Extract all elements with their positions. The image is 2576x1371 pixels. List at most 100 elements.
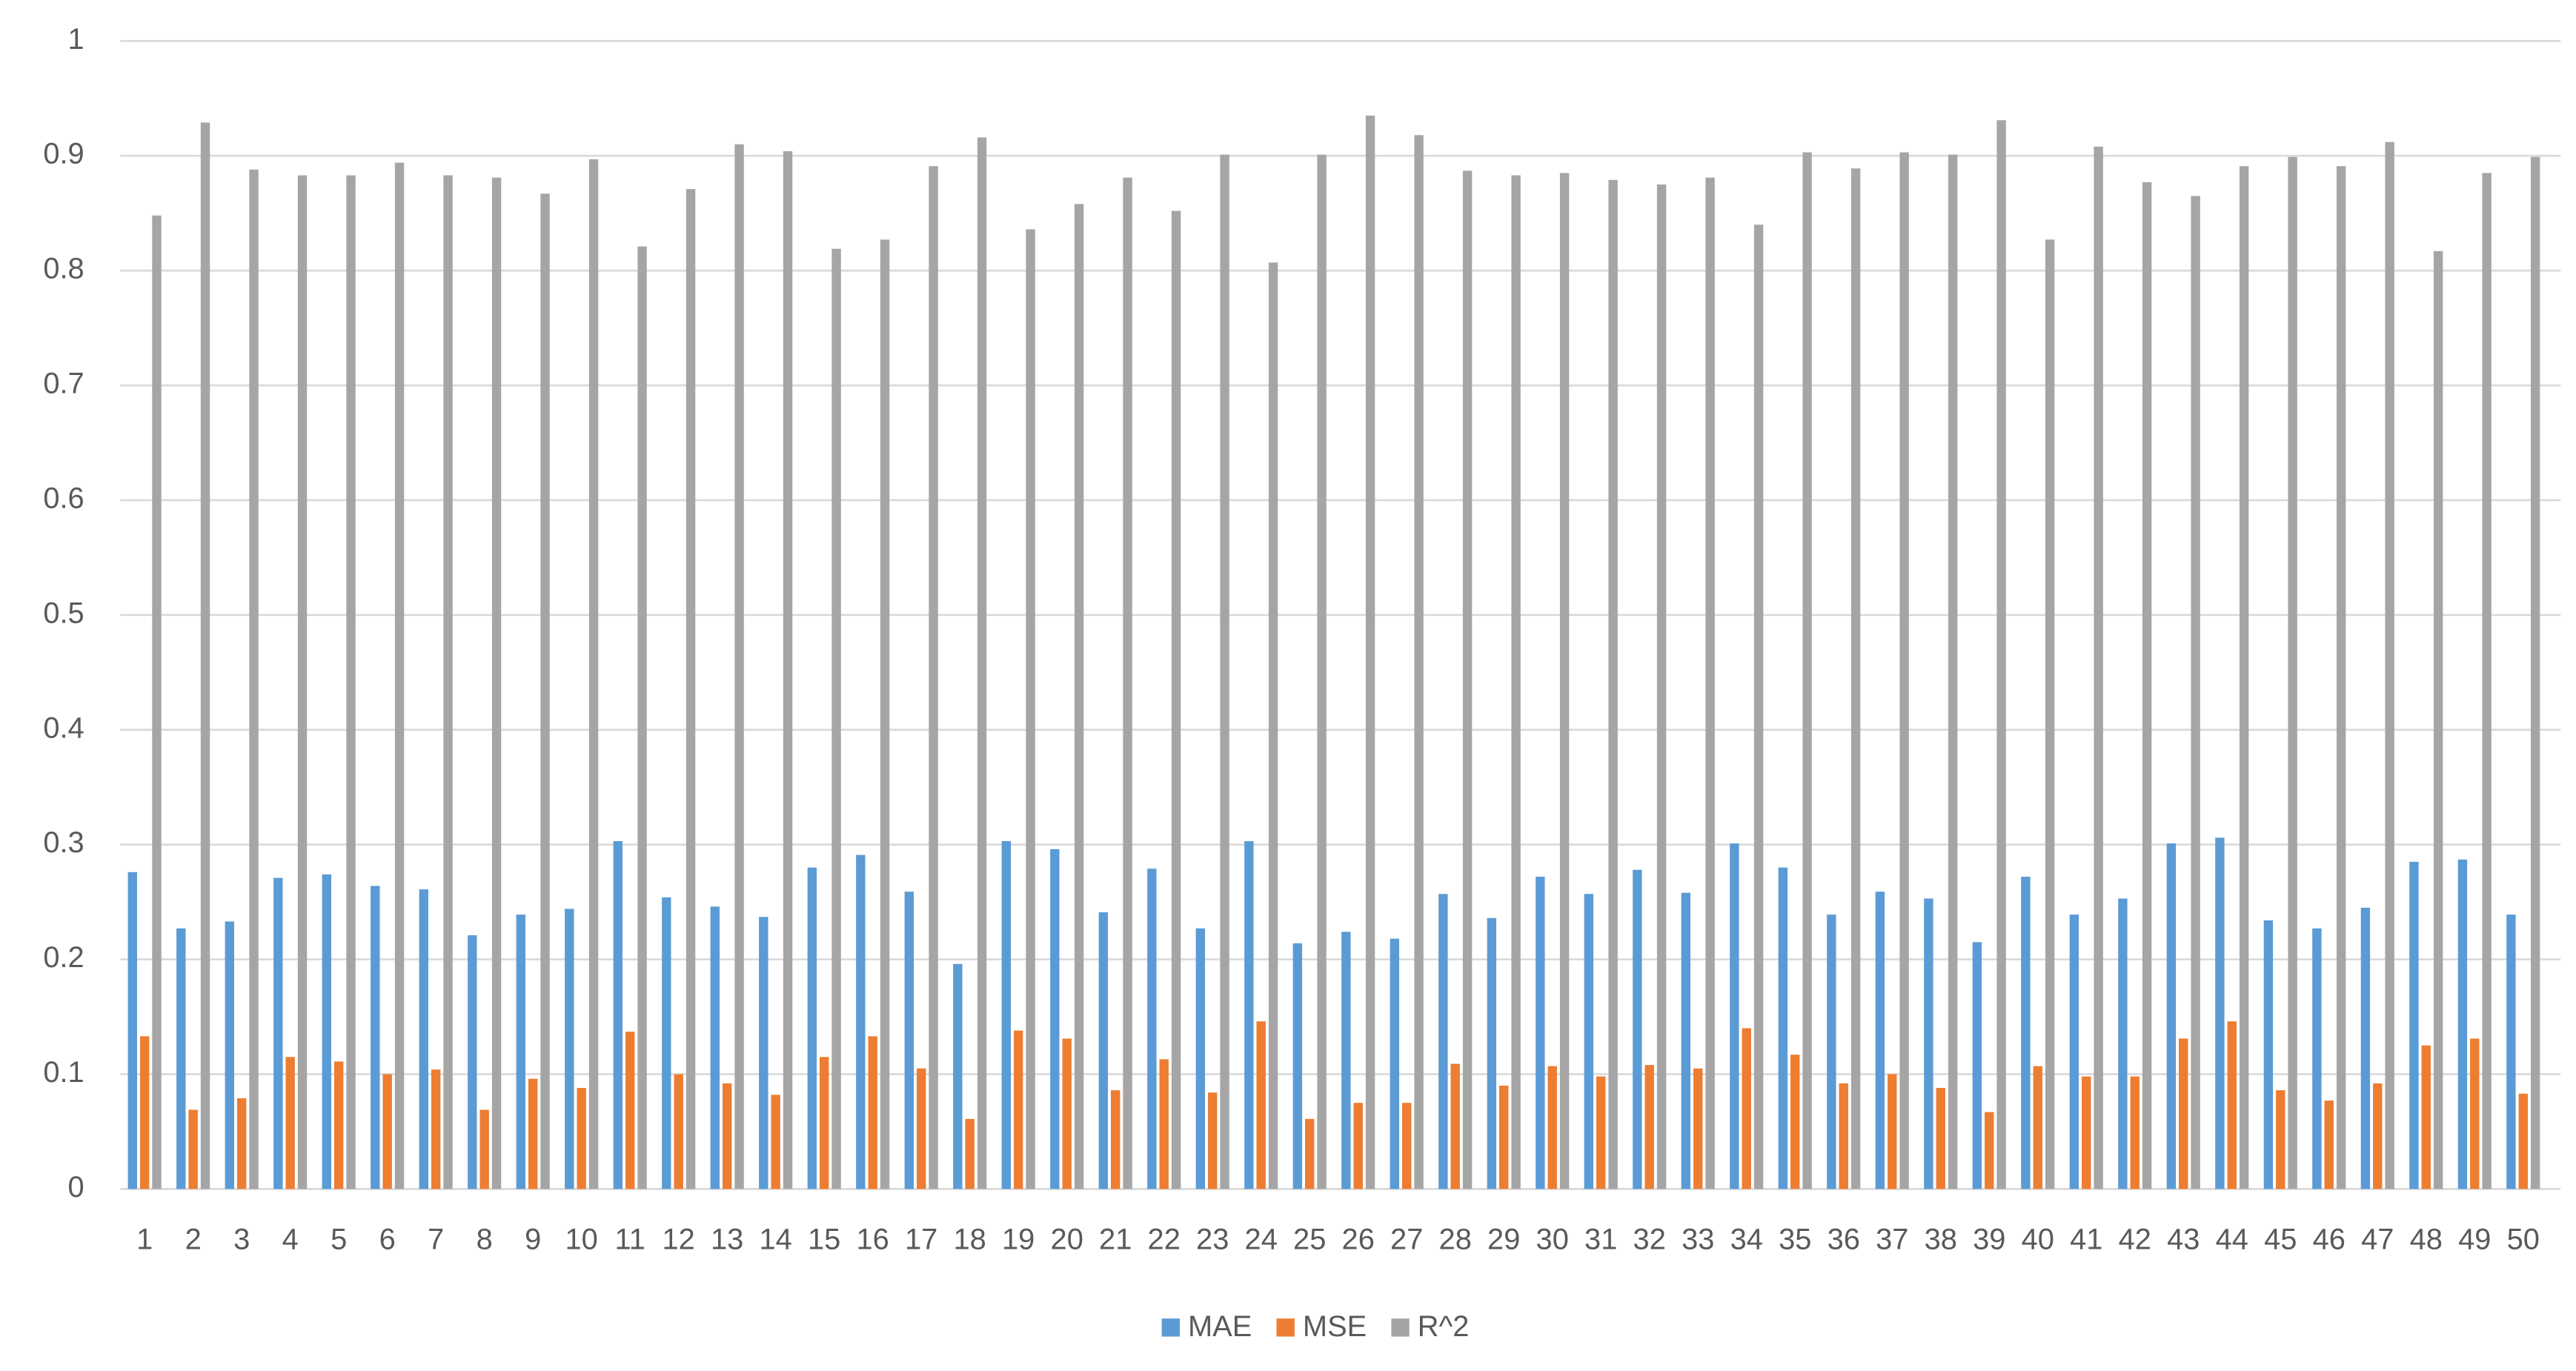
x-tick-label: 32 [1633,1224,1666,1256]
bar [1014,1030,1023,1189]
bar [2021,877,2031,1189]
bar [759,917,769,1189]
bar [1450,1063,1460,1189]
bar [1208,1092,1218,1189]
bar [771,1095,780,1189]
bar [637,246,647,1189]
bar [2312,928,2322,1189]
bar [200,122,210,1189]
bar [1111,1090,1121,1189]
bar [491,177,502,1189]
bar [613,841,623,1189]
bar [1730,843,1739,1189]
bar [1753,225,1764,1189]
y-tick-label: 0.1 [43,1056,84,1089]
bar [662,897,671,1189]
x-tick-label: 26 [1342,1224,1375,1256]
bar [929,166,938,1189]
bar [1244,841,1254,1189]
bar [807,867,817,1189]
y-tick-label: 0.4 [43,711,84,744]
bar [528,1078,538,1189]
x-tick-label: 42 [2119,1224,2151,1256]
bar [2530,156,2540,1189]
bar [431,1069,441,1189]
bar [333,1061,344,1189]
x-tick-label: 41 [2070,1224,2102,1256]
bar [2276,1090,2285,1189]
bar [540,193,550,1189]
bar [1268,262,1278,1189]
bar [2288,156,2297,1189]
bar [2082,1076,2091,1189]
bar [880,239,890,1189]
bar [1353,1103,1363,1189]
bar [577,1088,586,1189]
bar [831,248,841,1189]
y-tick-label: 0.5 [43,597,84,629]
y-tick-label: 0.2 [43,941,84,974]
x-tick-label: 1 [136,1224,153,1256]
bar [1850,168,1861,1189]
x-tick-label: 40 [2022,1224,2054,1256]
x-tick-label: 3 [233,1224,250,1256]
bar [1985,1112,1994,1189]
x-tick-label: 33 [1682,1224,1714,1256]
bar [1972,942,1982,1189]
bar [2518,1093,2528,1189]
y-tick-label: 0.9 [43,138,84,170]
bar [953,963,963,1189]
bar [1256,1021,1266,1189]
x-tick-label: 31 [1584,1224,1617,1256]
bar [1996,120,2006,1189]
bar [443,175,453,1189]
bar [236,1098,247,1189]
bar [1305,1118,1315,1189]
bar [1390,938,1400,1189]
bar [2421,1045,2431,1189]
bar [468,935,477,1189]
x-tick-label: 18 [954,1224,986,1256]
x-tick-label: 6 [379,1224,396,1256]
bar [1827,914,1836,1189]
bar [225,921,234,1189]
bar [819,1057,829,1189]
legend-swatch [1391,1318,1410,1337]
bar [2118,898,2128,1189]
bar [1888,1074,1897,1189]
bar [1365,116,1375,1189]
bar [2385,142,2394,1189]
bar [1924,898,1933,1189]
bar [2324,1101,2334,1189]
bar [2263,920,2274,1189]
bar [722,1083,732,1189]
x-tick-label: 35 [1779,1224,1811,1256]
bar [904,892,914,1189]
x-tick-label: 44 [2216,1224,2248,1256]
bar [152,215,162,1189]
x-tick-label: 49 [2458,1224,2491,1256]
bar [1292,943,1303,1189]
bar [1159,1059,1169,1189]
bar [734,144,744,1189]
x-tick-label: 14 [760,1224,792,1256]
bar [322,874,331,1189]
bar [588,159,599,1189]
x-tick-label: 36 [1828,1224,1860,1256]
bar [2166,843,2177,1189]
bar [1414,135,1424,1189]
x-tick-label: 13 [711,1224,743,1256]
bar [1402,1103,1412,1189]
bar [1547,1066,1557,1189]
x-tick-label: 16 [857,1224,889,1256]
bar [1596,1076,1606,1189]
legend-swatch [1161,1318,1180,1337]
bar [965,1118,975,1189]
bar [1123,177,1132,1189]
x-tick-label: 25 [1293,1224,1326,1256]
bar [419,889,428,1189]
x-tick-label: 2 [185,1224,202,1256]
x-tick-label: 7 [428,1224,444,1256]
